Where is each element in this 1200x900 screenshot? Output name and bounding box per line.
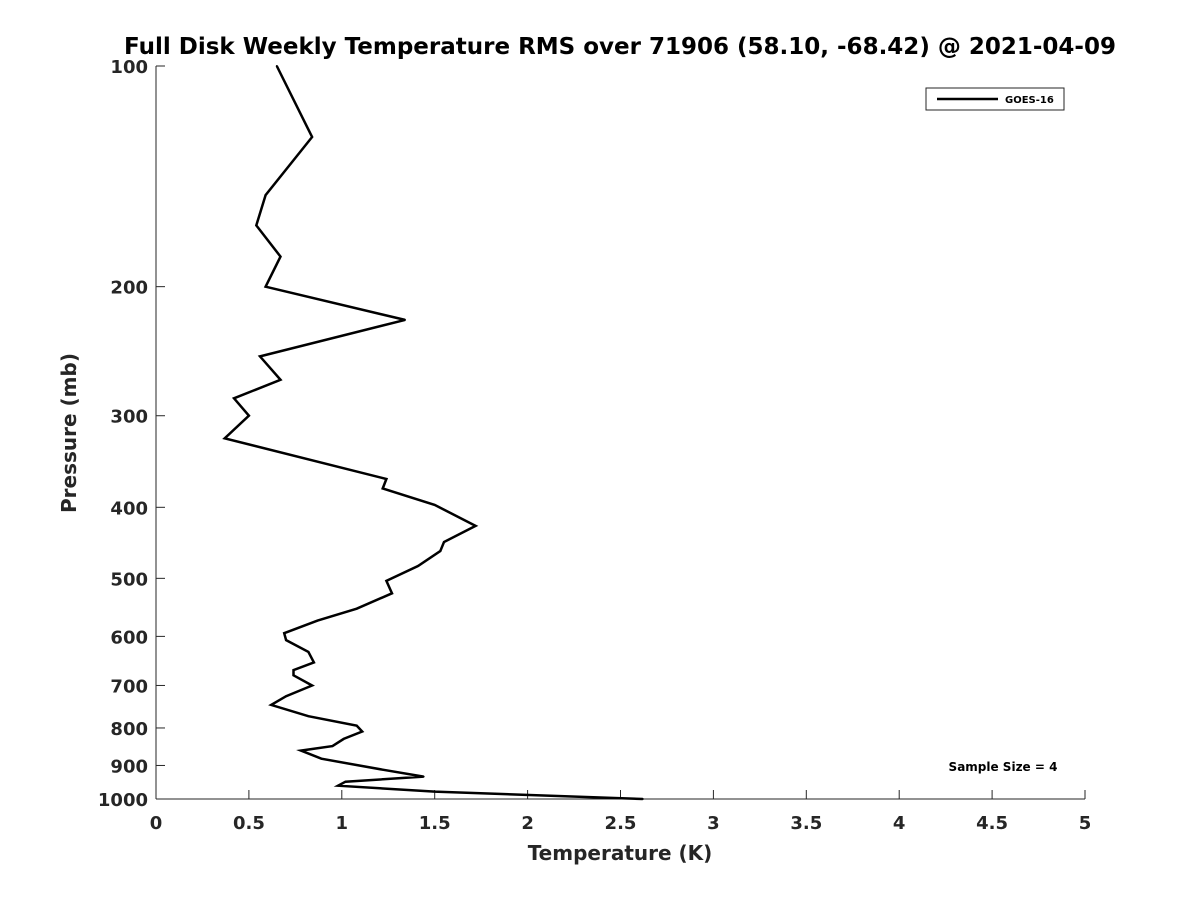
data-point (331, 745, 334, 748)
data-point (355, 724, 358, 727)
y-axis-ticks: 100 200 300 400 500 600 700 800 900 1000 (98, 57, 165, 811)
y-tick-label: 500 (110, 569, 148, 590)
data-point (422, 775, 425, 778)
data-point (223, 437, 226, 440)
x-tick-label: 0 (150, 813, 163, 834)
x-tick-label: 4 (893, 813, 906, 834)
data-point (312, 661, 315, 664)
data-point (316, 619, 319, 622)
data-point (641, 798, 644, 800)
x-tick-label: 3.5 (790, 813, 822, 834)
data-point (270, 703, 273, 706)
legend: GOES-16 (925, 87, 1065, 111)
data-point (275, 65, 278, 67)
data-point (264, 194, 267, 197)
y-tick-label: 300 (110, 407, 148, 428)
y-tick-label: 900 (110, 756, 148, 777)
data-point (385, 478, 388, 480)
data-point (264, 285, 267, 288)
data-point (337, 784, 340, 787)
data-point (381, 487, 384, 490)
data-point (404, 318, 406, 321)
data-point (292, 674, 295, 677)
x-tick-label: 2 (521, 813, 534, 834)
data-point (233, 397, 235, 400)
data-point (391, 592, 393, 595)
data-point (439, 550, 442, 553)
data-point (385, 579, 388, 582)
x-axis-ticks: 0 0.5 1 1.5 2 2.5 3 3.5 4 4.5 5 (150, 790, 1092, 834)
data-point (279, 378, 282, 381)
data-point (381, 768, 384, 771)
y-axis-label: Pressure (mb) (57, 353, 81, 513)
data-point (474, 524, 477, 527)
y-tick-label: 700 (110, 676, 148, 697)
data-point (361, 730, 364, 733)
data-point (355, 607, 358, 610)
data-point (307, 650, 310, 653)
data-point (320, 757, 323, 760)
data-point (433, 503, 436, 506)
chart-title: Full Disk Weekly Temperature RMS over 71… (124, 34, 1116, 60)
x-tick-label: 4.5 (976, 813, 1008, 834)
data-point (311, 684, 314, 687)
x-tick-label: 5 (1079, 813, 1092, 834)
x-tick-label: 0.5 (233, 813, 265, 834)
x-tick-label: 1 (336, 813, 349, 834)
data-point (433, 790, 436, 793)
data-point (283, 632, 286, 635)
data-point (344, 780, 347, 783)
y-tick-label: 800 (110, 719, 148, 740)
y-tick-label: 600 (110, 627, 148, 648)
data-point (285, 695, 288, 698)
series-layer (222, 65, 644, 801)
legend-label-goes-16: GOES-16 (1005, 95, 1054, 106)
data-point (417, 565, 419, 567)
data-point (279, 255, 282, 258)
data-point (307, 715, 310, 718)
x-axis-label: Temperature (K) (528, 841, 713, 865)
data-point (292, 669, 295, 672)
data-point (342, 737, 345, 740)
data-point (443, 541, 445, 543)
data-point (259, 355, 261, 358)
y-tick-label: 100 (110, 57, 148, 78)
data-point (247, 414, 250, 417)
data-point (299, 749, 302, 752)
data-point (311, 136, 314, 138)
data-point (255, 224, 258, 227)
x-tick-label: 3 (707, 813, 720, 834)
x-tick-label: 1.5 (419, 813, 451, 834)
data-point (285, 639, 288, 642)
sample-size-annotation: Sample Size = 4 (949, 760, 1058, 774)
x-tick-label: 2.5 (605, 813, 637, 834)
y-tick-label: 1000 (98, 790, 148, 811)
y-tick-label: 400 (110, 498, 148, 519)
plot-area (156, 66, 1085, 799)
y-tick-label: 200 (110, 278, 148, 299)
